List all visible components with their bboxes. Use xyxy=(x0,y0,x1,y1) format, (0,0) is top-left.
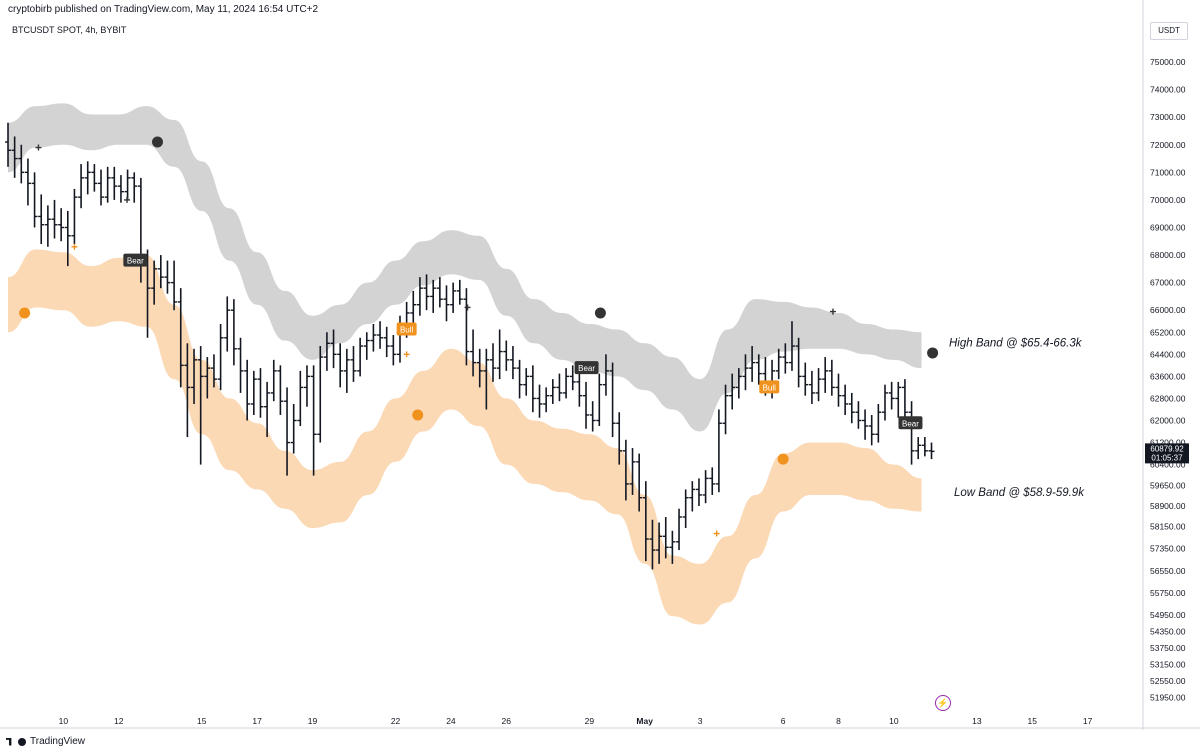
time-tick-label: 13 xyxy=(972,716,982,726)
time-tick-label: 10 xyxy=(889,716,899,726)
price-tick-label: 57350.00 xyxy=(1150,544,1186,554)
dark-cross-marker xyxy=(464,304,471,311)
orange-cross-marker xyxy=(713,530,720,537)
time-tick-label: 24 xyxy=(446,716,456,726)
low-band-annotation: Low Band @ $58.9-59.9k xyxy=(954,487,1085,499)
price-tick-label: 74000.00 xyxy=(1150,85,1186,95)
price-tick-label: 54350.00 xyxy=(1150,626,1186,636)
dark-signal-dot xyxy=(594,307,606,319)
price-tick-label: 55750.00 xyxy=(1150,588,1186,598)
time-tick-label: 8 xyxy=(836,716,841,726)
price-tick-label: 65200.00 xyxy=(1150,327,1186,337)
dark-cross-marker xyxy=(124,196,131,203)
tv-logo-dot-icon xyxy=(18,737,26,746)
time-tick-label: 17 xyxy=(1083,716,1093,726)
price-tick-label: 71000.00 xyxy=(1150,167,1186,177)
price-tick-label: 63600.00 xyxy=(1150,371,1186,381)
time-tick-label: 17 xyxy=(252,716,262,726)
bear-label-text: Bear xyxy=(902,419,919,428)
price-tick-label: 66000.00 xyxy=(1150,305,1186,315)
orange-cross-marker xyxy=(71,243,78,250)
publish-info: cryptobirb published on TradingView.com,… xyxy=(8,4,319,15)
time-tick-label: 26 xyxy=(502,716,512,726)
price-tick-label: 64400.00 xyxy=(1150,349,1186,359)
price-tick-label: 51950.00 xyxy=(1150,693,1186,703)
price-tick-label: 61200.00 xyxy=(1150,438,1186,448)
time-tick-label: 19 xyxy=(308,716,318,726)
dark-cross-marker xyxy=(829,308,836,315)
price-tick-label: 72000.00 xyxy=(1150,140,1186,150)
time-tick-label: 15 xyxy=(1028,716,1038,726)
tradingview-logo[interactable]: TradingView xyxy=(6,736,85,747)
price-tick-label: 52550.00 xyxy=(1150,676,1186,686)
bar-countdown: 01:05:37 xyxy=(1151,453,1183,462)
bear-label-text: Bear xyxy=(127,257,144,266)
lightning-icon[interactable]: ⚡ xyxy=(935,695,951,711)
price-tick-label: 73000.00 xyxy=(1150,112,1186,122)
dark-signal-dot xyxy=(151,136,163,148)
orange-signal-dot xyxy=(777,453,789,465)
bear-label-box xyxy=(898,416,923,430)
time-tick-label: 10 xyxy=(59,716,69,726)
price-tick-label: 69000.00 xyxy=(1150,222,1186,232)
bull-label-text: Bull xyxy=(400,326,414,335)
price-tick-label: 62800.00 xyxy=(1150,393,1186,403)
low-band-area xyxy=(8,249,922,625)
dark-cross-marker xyxy=(35,144,42,151)
bull-label-box xyxy=(396,322,417,336)
price-tick-label: 56550.00 xyxy=(1150,566,1186,576)
time-tick-label: 3 xyxy=(698,716,703,726)
price-tick-label: 58150.00 xyxy=(1150,522,1186,532)
bear-label-text: Bear xyxy=(578,364,595,373)
price-tick-label: 62000.00 xyxy=(1150,415,1186,425)
orange-signal-dot xyxy=(19,307,31,319)
orange-cross-marker xyxy=(403,351,410,358)
price-tick-label: 75000.00 xyxy=(1150,57,1186,67)
time-tick-label: May xyxy=(636,716,653,726)
currency-button[interactable]: USDT xyxy=(1150,22,1188,40)
bear-label-box xyxy=(574,361,599,375)
bull-label-box xyxy=(759,380,780,394)
brand-label: TradingView xyxy=(30,736,86,747)
price-tick-label: 58900.00 xyxy=(1150,501,1186,511)
time-tick-label: 6 xyxy=(781,716,786,726)
price-tick-label: 53150.00 xyxy=(1150,660,1186,670)
price-tick-label: 70000.00 xyxy=(1150,195,1186,205)
bear-label-box xyxy=(123,253,148,267)
price-tick-label: 67000.00 xyxy=(1150,278,1186,288)
orange-signal-dot xyxy=(412,409,424,421)
time-tick-label: 12 xyxy=(114,716,124,726)
high-band-area xyxy=(8,103,922,432)
time-tick-label: 15 xyxy=(197,716,207,726)
price-tick-label: 59650.00 xyxy=(1150,480,1186,490)
bull-label-text: Bull xyxy=(763,383,777,392)
last-price-value: 60879.92 xyxy=(1150,444,1184,453)
price-tick-label: 54950.00 xyxy=(1150,610,1186,620)
price-tick-label: 68000.00 xyxy=(1150,250,1186,260)
symbol-info: BTCUSDT SPOT, 4h, BYBIT xyxy=(12,25,127,35)
tv-logo-icon xyxy=(6,737,12,746)
time-tick-label: 22 xyxy=(391,716,401,726)
high-band-annotation: High Band @ $65.4-66.3k xyxy=(949,337,1083,349)
last-price-tag xyxy=(1145,443,1189,464)
dark-signal-dot xyxy=(927,347,939,359)
price-tick-label: 53750.00 xyxy=(1150,643,1186,653)
price-tick-label: 60400.00 xyxy=(1150,460,1186,470)
time-tick-label: 29 xyxy=(585,716,595,726)
